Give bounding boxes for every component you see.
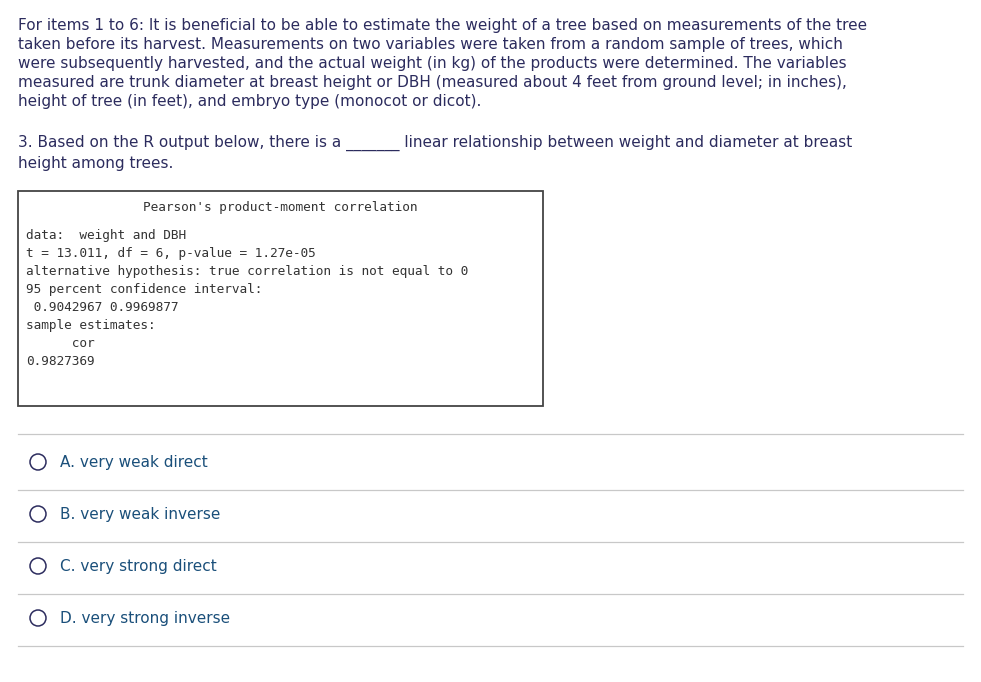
Text: Pearson's product-moment correlation: Pearson's product-moment correlation	[143, 201, 418, 214]
Text: were subsequently harvested, and the actual weight (in kg) of the products were : were subsequently harvested, and the act…	[18, 56, 847, 71]
Text: 0.9042967 0.9969877: 0.9042967 0.9969877	[26, 301, 179, 314]
Text: sample estimates:: sample estimates:	[26, 319, 156, 332]
Text: data:  weight and DBH: data: weight and DBH	[26, 229, 186, 242]
Text: For items 1 to 6: It is beneficial to be able to estimate the weight of a tree b: For items 1 to 6: It is beneficial to be…	[18, 18, 867, 33]
Text: measured are trunk diameter at breast height or DBH (measured about 4 feet from : measured are trunk diameter at breast he…	[18, 75, 847, 90]
Text: cor: cor	[26, 337, 94, 350]
Text: 95 percent confidence interval:: 95 percent confidence interval:	[26, 283, 262, 296]
Text: alternative hypothesis: true correlation is not equal to 0: alternative hypothesis: true correlation…	[26, 265, 468, 278]
Text: t = 13.011, df = 6, p-value = 1.27e-05: t = 13.011, df = 6, p-value = 1.27e-05	[26, 247, 316, 260]
Text: 3. Based on the R output below, there is a _______ linear relationship between w: 3. Based on the R output below, there is…	[18, 135, 852, 151]
Text: D. very strong inverse: D. very strong inverse	[60, 610, 231, 625]
Text: B. very weak inverse: B. very weak inverse	[60, 507, 221, 522]
Text: C. very strong direct: C. very strong direct	[60, 559, 217, 574]
Text: taken before its harvest. Measurements on two variables were taken from a random: taken before its harvest. Measurements o…	[18, 37, 843, 52]
Text: height of tree (in feet), and embryo type (monocot or dicot).: height of tree (in feet), and embryo typ…	[18, 94, 482, 109]
Text: 0.9827369: 0.9827369	[26, 355, 94, 368]
Text: A. very weak direct: A. very weak direct	[60, 454, 208, 469]
Text: height among trees.: height among trees.	[18, 156, 174, 171]
FancyBboxPatch shape	[18, 191, 543, 406]
